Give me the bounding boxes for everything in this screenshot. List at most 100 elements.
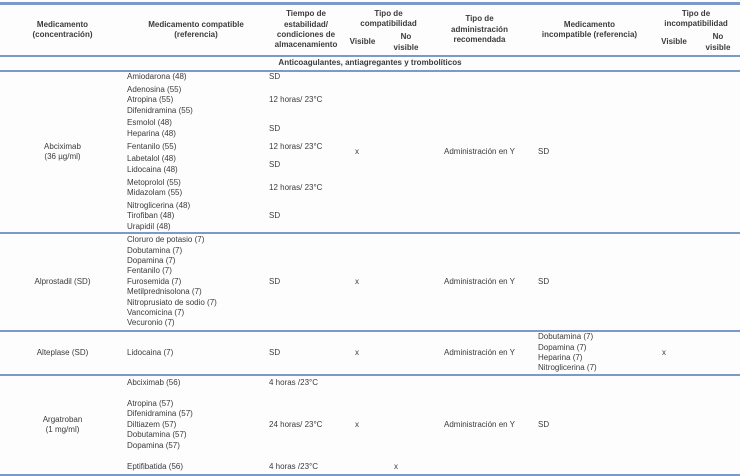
row-spacer [696,85,740,116]
row-spacer [0,462,125,472]
row-spacer [696,399,740,451]
stability-time: SD [269,159,281,169]
section-header-anticoagulantes: Anticoagulantes, antiagregantes y trombo… [0,57,740,72]
header-medicamento-incompatible: Medicamento incompatible (referencia) [541,19,638,39]
row-spacer [527,201,652,232]
stability-time: 12 horas/ 23°C [269,95,323,105]
row-spacer [432,378,527,388]
row-spacer [652,378,696,388]
row-spacer [527,378,652,388]
row-spacer [652,235,696,329]
row-spacer [527,118,652,139]
table-row: Atropina (57) Difenidramina (57) Diltiaz… [0,399,740,451]
stability-time: 12 horas/ 23°C [269,141,323,151]
row-spacer [652,118,696,139]
table-row: Esmolol (48) Heparina (48) SD [0,118,740,139]
compatible-meds: Amiodarona (48) [127,72,187,81]
row-spacer [0,154,125,175]
row-spacer [696,118,740,139]
row-spacer [0,72,125,82]
table-row: Nitroglicerina (48) Tirofiban (48) Urapi… [0,201,740,232]
table-row: Amiodarona (48) SD [0,72,740,82]
row-spacer [432,118,527,139]
row-spacer [432,72,527,82]
header-tipo-incompatibilidad-group: Tipo de incompatibilidad Visible No visi… [652,5,740,55]
row-spacer [527,399,652,451]
table-row: Lidocaina (7) SD [0,348,740,358]
row-spacer [652,72,696,82]
row-spacer [652,348,696,358]
stability-time: 12 horas/ 23°C [269,182,323,192]
drug-block: Abciximab (56) 4 horas /23°C Atropina (57)… [0,376,740,476]
header-incompat-visible: Visible [661,37,687,47]
row-spacer [0,235,125,329]
row-spacer [432,85,527,116]
row-spacer [652,399,696,451]
row-spacer [0,399,125,451]
row-spacer [0,201,125,232]
row-spacer [652,154,696,175]
row-spacer [696,72,740,82]
row-spacer [696,178,740,199]
row-spacer [432,399,527,451]
table-row: Adenosina (55) Atropina (55) Difenidrami… [0,85,740,116]
header-tipo-incompatibilidad: Tipo de incompatibilidad [664,9,728,29]
compatible-meds: Atropina (57) Difenidramina (57) Diltiaz… [127,398,193,450]
compatible-meds: Abciximab (56) [127,378,181,387]
compatible-meds: Esmolol (48) Heparina (48) [127,118,176,138]
compatible-meds: Adenosina (55) Atropina (55) Difenidrami… [127,84,193,115]
row-spacer [696,201,740,232]
stability-time: SD [269,72,281,81]
row-spacer [527,72,652,82]
table-row: Labetalol (48) Lidocaina (48) SD [0,154,740,175]
table-row: Metoprolol (55) Midazolam (55) 12 horas/ … [0,178,740,199]
table-row: Fentanilo (55) 12 horas/ 23°C [0,142,740,152]
table-row: Abciximab (56) 4 horas /23°C [0,378,740,388]
row-spacer [696,348,740,358]
header-tipo-compatibilidad: Tipo de compatibilidad [360,9,417,29]
row-spacer [432,154,527,175]
row-spacer [0,118,125,139]
compatible-meds: Cloruro de potasio (7) Dobutamina (7) Do… [127,235,217,328]
header-incompat-no-visible: No visible [705,32,731,52]
block-rows: Abciximab (56) 4 horas /23°C Atropina (57)… [0,376,740,474]
header-medicamento-compatible: Medicamento compatible (referencia) [148,19,244,39]
row-spacer [527,462,652,472]
compatible-meds: Lidocaina (7) [127,347,174,357]
row-spacer [652,85,696,116]
stability-time: 4 horas /23°C [269,461,319,471]
row-spacer [0,85,125,116]
header-incompat-subcolumns: Visible No visible [652,32,740,53]
stability-time: SD [269,123,281,133]
row-spacer [652,142,696,152]
table-row: Cloruro de potasio (7) Dobutamina (7) Do… [0,235,740,329]
compat-no-visible-mark: x [394,461,398,471]
row-spacer [527,85,652,116]
row-spacer [696,378,740,388]
row-spacer [696,142,740,152]
stability-time: 4 horas /23°C [269,378,319,387]
row-spacer [432,142,527,152]
block-rows: Lidocaina (7) SD [0,332,740,374]
table-header-row: Medicamento (concentración) Medicamento … [0,2,740,57]
stability-time: SD [269,347,281,357]
drug-block: Cloruro de potasio (7) Dobutamina (7) Do… [0,234,740,332]
compatible-meds: Metoprolol (55) Midazolam (55) [127,177,183,197]
block-rows: Amiodarona (48) SD Adenosina (55) Atropina… [0,72,740,232]
compatible-meds: Fentanilo (55) [127,141,177,151]
stability-time: SD [269,211,281,221]
compatible-meds: Eptifibatida (56) [127,461,184,471]
row-spacer [0,178,125,199]
row-spacer [527,178,652,199]
drug-block: Amiodarona (48) SD Adenosina (55) Atropina… [0,72,740,234]
row-spacer [527,154,652,175]
row-spacer [527,235,652,329]
row-spacer [527,142,652,152]
header-compat-no-visible: No visible [393,32,419,52]
table-row: Eptifibatida (56) 4 horas /23°C x [0,462,740,472]
row-spacer [432,201,527,232]
header-compat-visible: Visible [349,37,376,47]
row-spacer [0,348,125,358]
row-spacer [652,462,696,472]
